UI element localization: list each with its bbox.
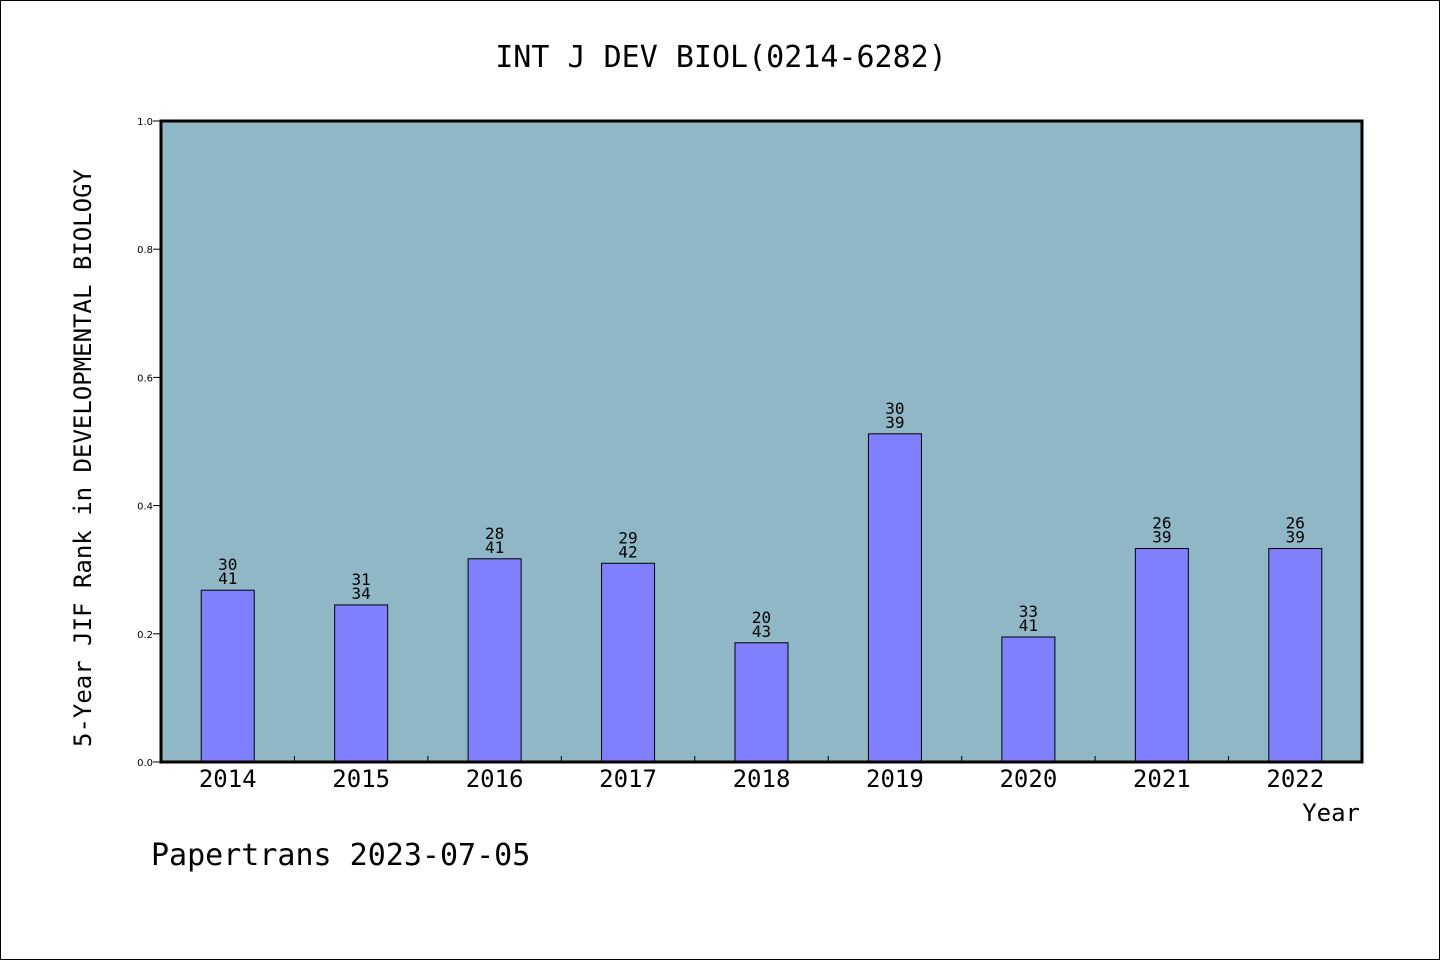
x-tick-label: 2022 xyxy=(1266,765,1324,793)
bar-2017 xyxy=(601,562,656,763)
bar-rank-label: 26 xyxy=(1286,514,1305,533)
x-tick-label: 2021 xyxy=(1133,765,1191,793)
bar-rank-label: 29 xyxy=(618,528,637,547)
bar-total-label: 43 xyxy=(752,622,771,641)
bar-rank-label: 30 xyxy=(885,399,904,418)
bar-rank-label: 30 xyxy=(218,555,237,574)
bar-rank-label: 20 xyxy=(752,608,771,627)
bar-2021 xyxy=(1134,548,1189,763)
bar-2016 xyxy=(467,558,522,763)
x-tick-label: 2020 xyxy=(999,765,1057,793)
bar-rank-label: 31 xyxy=(352,570,371,589)
bars-group xyxy=(200,433,1323,763)
x-tick-label: 2018 xyxy=(733,765,791,793)
x-tick-label: 2014 xyxy=(199,765,257,793)
y-axis: 0.0 0.2 0.4 0.6 0.8 1.0 xyxy=(137,117,161,769)
x-tick-label: 2019 xyxy=(866,765,924,793)
plot-border xyxy=(159,119,1364,764)
bar-total-label: 39 xyxy=(1286,528,1305,547)
bar-rank-label: 26 xyxy=(1152,514,1171,533)
bar-total-label: 41 xyxy=(218,569,237,588)
y-tick-label: 0.6 xyxy=(137,373,153,384)
y-tick-label: 1.0 xyxy=(137,117,153,128)
x-tick-label: 2015 xyxy=(332,765,390,793)
bar-total-label: 39 xyxy=(885,413,904,432)
bar-2020 xyxy=(1001,636,1056,763)
bar-total-label: 39 xyxy=(1152,528,1171,547)
y-tick-label: 0.2 xyxy=(137,630,153,641)
bar-2018 xyxy=(734,642,789,763)
y-tick-label: 0.4 xyxy=(137,502,153,513)
x-tick-label: 2016 xyxy=(466,765,524,793)
y-axis-label: 5-Year JIF Rank in DEVELOPMENTAL BIOLOGY xyxy=(69,168,97,747)
bar-2014 xyxy=(200,589,255,763)
bar-total-label: 41 xyxy=(1019,616,1038,635)
x-axis: 2014 2015 2016 2017 2018 2019 2020 2021 2022 xyxy=(199,756,1324,793)
bar-2019 xyxy=(867,433,922,763)
y-tick-label: 0.8 xyxy=(137,245,153,256)
bar-total-label: 42 xyxy=(618,542,637,561)
x-tick-label: 2017 xyxy=(599,765,657,793)
bar-rank-label: 28 xyxy=(485,524,504,543)
footer-text: Papertrans 2023-07-05 xyxy=(151,838,530,873)
bar-rank-label: 33 xyxy=(1019,602,1038,621)
bar-total-label: 41 xyxy=(485,538,504,557)
chart-title: INT J DEV BIOL(0214-6282) xyxy=(495,40,947,75)
bar-2015 xyxy=(334,604,389,763)
y-tick-label: 0.0 xyxy=(137,758,153,769)
bar-total-label: 34 xyxy=(352,584,371,603)
bar-2022 xyxy=(1268,548,1323,763)
x-axis-label: Year xyxy=(1302,799,1360,827)
